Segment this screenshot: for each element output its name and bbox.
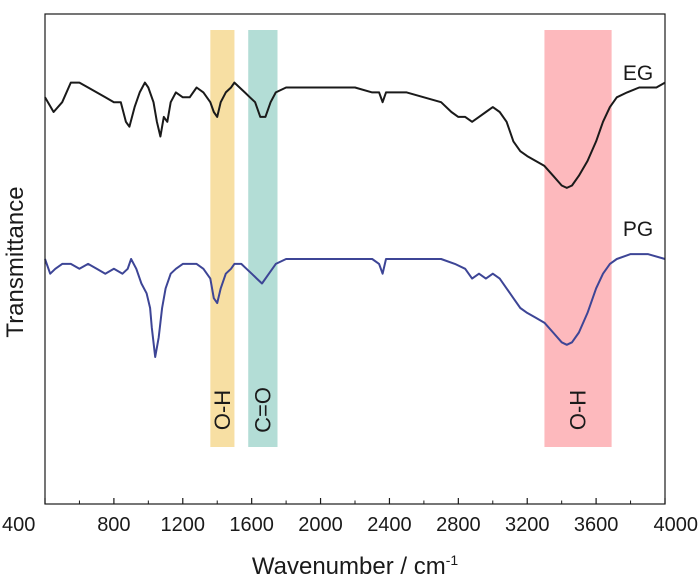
band-2 — [544, 30, 612, 447]
series-label-pg: PG — [623, 218, 653, 241]
x-axis-tick-labels: 400 800 1200 1600 2000 2400 2800 3200 3600 4000 — [2, 514, 698, 536]
x-tick-label-400: 400 — [2, 514, 35, 536]
x-tick-label-2000: 2000 — [298, 514, 343, 536]
series-label-eg: EG — [623, 62, 653, 85]
x-tick-label-2800: 2800 — [436, 514, 481, 536]
x-tick-label-1600: 1600 — [229, 514, 274, 536]
series-label-layer: EG PG — [623, 62, 653, 241]
band-label-2: O-H — [566, 390, 591, 430]
x-tick-label-3600: 3600 — [574, 514, 619, 536]
x-axis-ticks — [44, 498, 666, 504]
series-line-pg — [44, 253, 666, 358]
x-tick-label-3200: 3200 — [505, 514, 550, 536]
series-line-eg — [44, 81, 666, 189]
band-label-1: C=O — [250, 387, 275, 433]
x-tick-label-1200: 1200 — [161, 514, 206, 536]
x-tick-label-2400: 2400 — [367, 514, 412, 536]
series-layer — [44, 81, 666, 358]
band-layer — [210, 30, 612, 447]
band-0 — [210, 30, 235, 447]
band-label-0: O-H — [210, 390, 235, 430]
band-1 — [248, 30, 278, 447]
x-tick-label-800: 800 — [97, 514, 130, 536]
y-axis-label: Transmittance — [2, 186, 29, 337]
x-axis-label: Wavenumber / cm-1 — [252, 552, 458, 580]
x-tick-label-4000: 4000 — [654, 514, 699, 536]
band-label-layer: O-H C=O O-H — [210, 387, 591, 433]
